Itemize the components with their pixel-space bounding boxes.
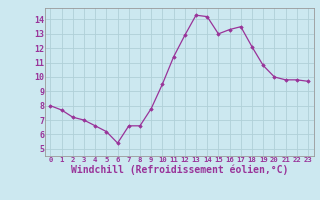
X-axis label: Windchill (Refroidissement éolien,°C): Windchill (Refroidissement éolien,°C) [70, 164, 288, 175]
